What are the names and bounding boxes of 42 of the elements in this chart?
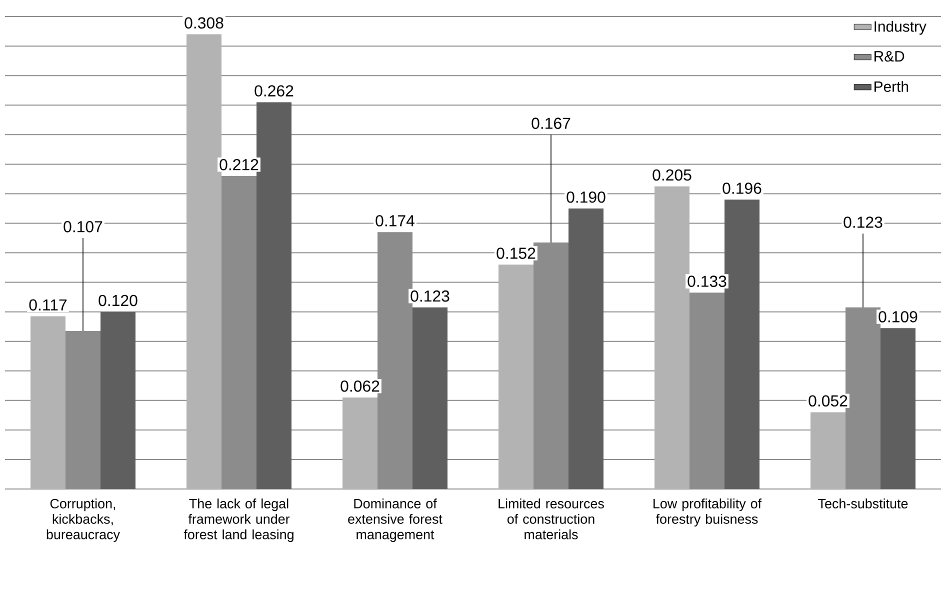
data-label: 0.062 [340,380,380,392]
x-tick-label: Limited resources of construction materials [498,498,604,540]
data-label: 0.196 [722,182,762,194]
bar [810,412,846,489]
x-tick-label: Corruption, kickbacks, bureaucracy [46,498,120,542]
bar [100,312,136,489]
bar [880,328,916,489]
bar [30,316,66,489]
data-label: 0.123 [844,216,882,228]
data-label: 0.205 [652,169,692,181]
data-label: 0.167 [532,118,570,129]
bar [724,200,760,489]
data-label: 0.123 [410,290,450,302]
legend-label: Industry [874,20,926,35]
data-label: 0.308 [184,17,224,29]
legend-label: R&D [874,51,904,62]
x-tick-label: Low profitability of forestry buisness [654,498,762,527]
legend-label: Perth [874,80,908,92]
x-tick-label: Tech-substitute [818,498,908,508]
data-label: 0.152 [496,248,536,259]
data-label: 0.190 [566,192,606,203]
data-label: 0.052 [808,395,848,407]
data-label: 0.262 [254,85,294,96]
data-label: 0.120 [98,294,138,306]
x-tick-label: The lack of legal framework under forest land leasing [184,498,294,542]
data-label: 0.117 [29,299,67,311]
data-label: 0.133 [688,276,726,287]
x-tick-label: Dominance of extensive forest management [348,498,442,542]
data-label: 0.174 [376,215,414,226]
bar [690,292,725,489]
data-label: 0.107 [64,221,102,232]
bar [412,307,448,489]
bar [534,242,569,489]
bar [342,397,378,489]
bar [256,102,292,489]
bar [498,264,534,489]
bar [66,331,100,489]
data-label: 0.109 [878,311,918,322]
data-label: 0.212 [220,159,258,170]
bar [186,34,222,489]
bar [568,208,604,489]
bar [222,176,257,489]
